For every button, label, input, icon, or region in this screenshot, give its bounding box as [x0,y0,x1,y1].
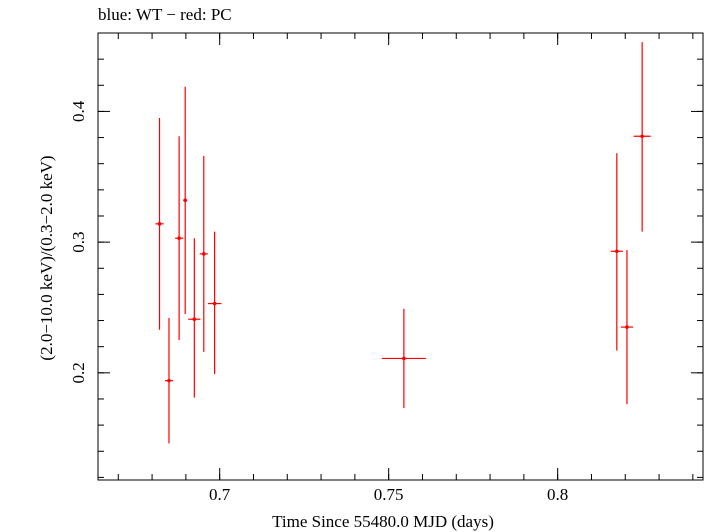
point-marker [402,356,406,361]
point-marker [201,252,206,256]
point-marker [177,236,181,241]
plot-border [97,32,704,481]
data-point [155,117,164,330]
data-point [188,238,201,398]
plot-frame [97,32,704,481]
point-marker [192,317,197,322]
data-points [155,42,651,444]
x-axis-label: Time Since 55480.0 MJD (days) [272,512,494,531]
data-point [164,317,174,444]
y-axis-label: (2.0−10.0 keV)/(0.3−2.0 keV) [37,155,56,360]
y-tick-label: 0.4 [69,100,88,122]
point-marker [157,222,162,226]
point-marker [183,198,188,203]
point-marker [640,134,644,139]
data-point [610,153,623,351]
chart-title: blue: WT − red: PC [98,5,232,24]
point-marker [167,378,171,383]
data-point [207,231,222,375]
data-point [175,136,184,341]
x-tick-label: 0.75 [374,485,404,504]
y-tick-label: 0.3 [69,231,88,252]
y-axis-ticks: 0.2 0.3 0.4 [69,58,703,478]
y-tick-label: 0.2 [69,362,88,383]
data-point [183,86,188,315]
data-point [620,249,634,405]
point-marker [212,301,217,306]
data-point [633,42,651,232]
x-tick-label: 0.8 [547,485,568,504]
data-point [199,155,208,352]
x-tick-label: 0.7 [209,485,231,504]
data-point [381,308,426,409]
point-marker [625,325,629,329]
point-marker [615,249,619,254]
x-axis-ticks: 0.7 0.75 0.8 [117,33,694,504]
